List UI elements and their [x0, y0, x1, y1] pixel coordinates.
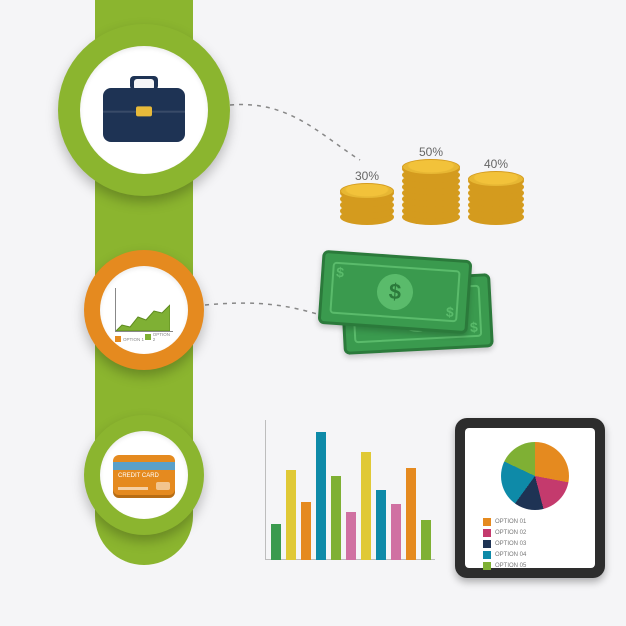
pie-legend-item: OPTION 05 — [483, 562, 526, 570]
cash-bills: $$$$$$ — [320, 255, 500, 359]
legend-swatch — [483, 529, 491, 537]
coin-stack-label: 30% — [340, 169, 394, 183]
bar-chart — [265, 420, 435, 560]
chart-node: OPTION 1OPTION 2 — [84, 250, 204, 370]
coin-top — [468, 171, 524, 187]
briefcase-icon — [103, 76, 185, 144]
legend-label: OPTION 05 — [495, 563, 526, 569]
pie-legend-item: OPTION 01 — [483, 518, 526, 526]
dollar-bill: $$$ — [318, 250, 473, 334]
coin-top — [340, 183, 394, 199]
coin-stack-label: 50% — [402, 145, 460, 159]
card-node-inner: CREDIT CARD — [100, 431, 188, 519]
bar — [301, 502, 311, 560]
legend-swatch — [483, 540, 491, 548]
coin-stack: 40% — [468, 175, 524, 225]
bar — [271, 524, 281, 560]
bar — [316, 432, 326, 560]
bar — [391, 504, 401, 560]
legend-label: OPTION 04 — [495, 552, 526, 558]
credit-card-icon: CREDIT CARD — [113, 455, 175, 495]
pie-legend-item: OPTION 03 — [483, 540, 526, 548]
pie-chart — [501, 442, 569, 510]
coin-stacks: 30%50%40% — [340, 85, 540, 225]
briefcase-node-inner — [80, 46, 208, 174]
legend-label: OPTION 02 — [495, 530, 526, 536]
area-chart-icon: OPTION 1OPTION 2 — [115, 288, 173, 332]
bar — [421, 520, 431, 560]
legend-swatch — [483, 562, 491, 570]
bar — [331, 476, 341, 560]
briefcase-node — [58, 24, 230, 196]
coin-stack: 50% — [402, 163, 460, 225]
bar — [376, 490, 386, 560]
coin-top — [402, 159, 460, 175]
pie-legend-item: OPTION 04 — [483, 551, 526, 559]
infographic-stage: OPTION 1OPTION 2CREDIT CARD 30%50%40% $$… — [0, 0, 626, 626]
bar — [406, 468, 416, 560]
tablet-device: OPTION 01 OPTION 02 OPTION 03 OPTION 04 OPTI… — [455, 418, 605, 578]
bar — [286, 470, 296, 560]
coin-stack: 30% — [340, 187, 394, 225]
tablet-screen: OPTION 01 OPTION 02 OPTION 03 OPTION 04 OPTI… — [465, 428, 595, 568]
connector-line — [205, 303, 330, 318]
legend-label: OPTION 03 — [495, 541, 526, 547]
coin-stack-label: 40% — [468, 157, 524, 171]
bar — [346, 512, 356, 560]
card-node: CREDIT CARD — [84, 415, 204, 535]
legend-swatch — [483, 551, 491, 559]
bar — [361, 452, 371, 560]
chart-node-inner: OPTION 1OPTION 2 — [100, 266, 188, 354]
legend-swatch — [483, 518, 491, 526]
legend-label: OPTION 01 — [495, 519, 526, 525]
pie-legend-item: OPTION 02 — [483, 529, 526, 537]
